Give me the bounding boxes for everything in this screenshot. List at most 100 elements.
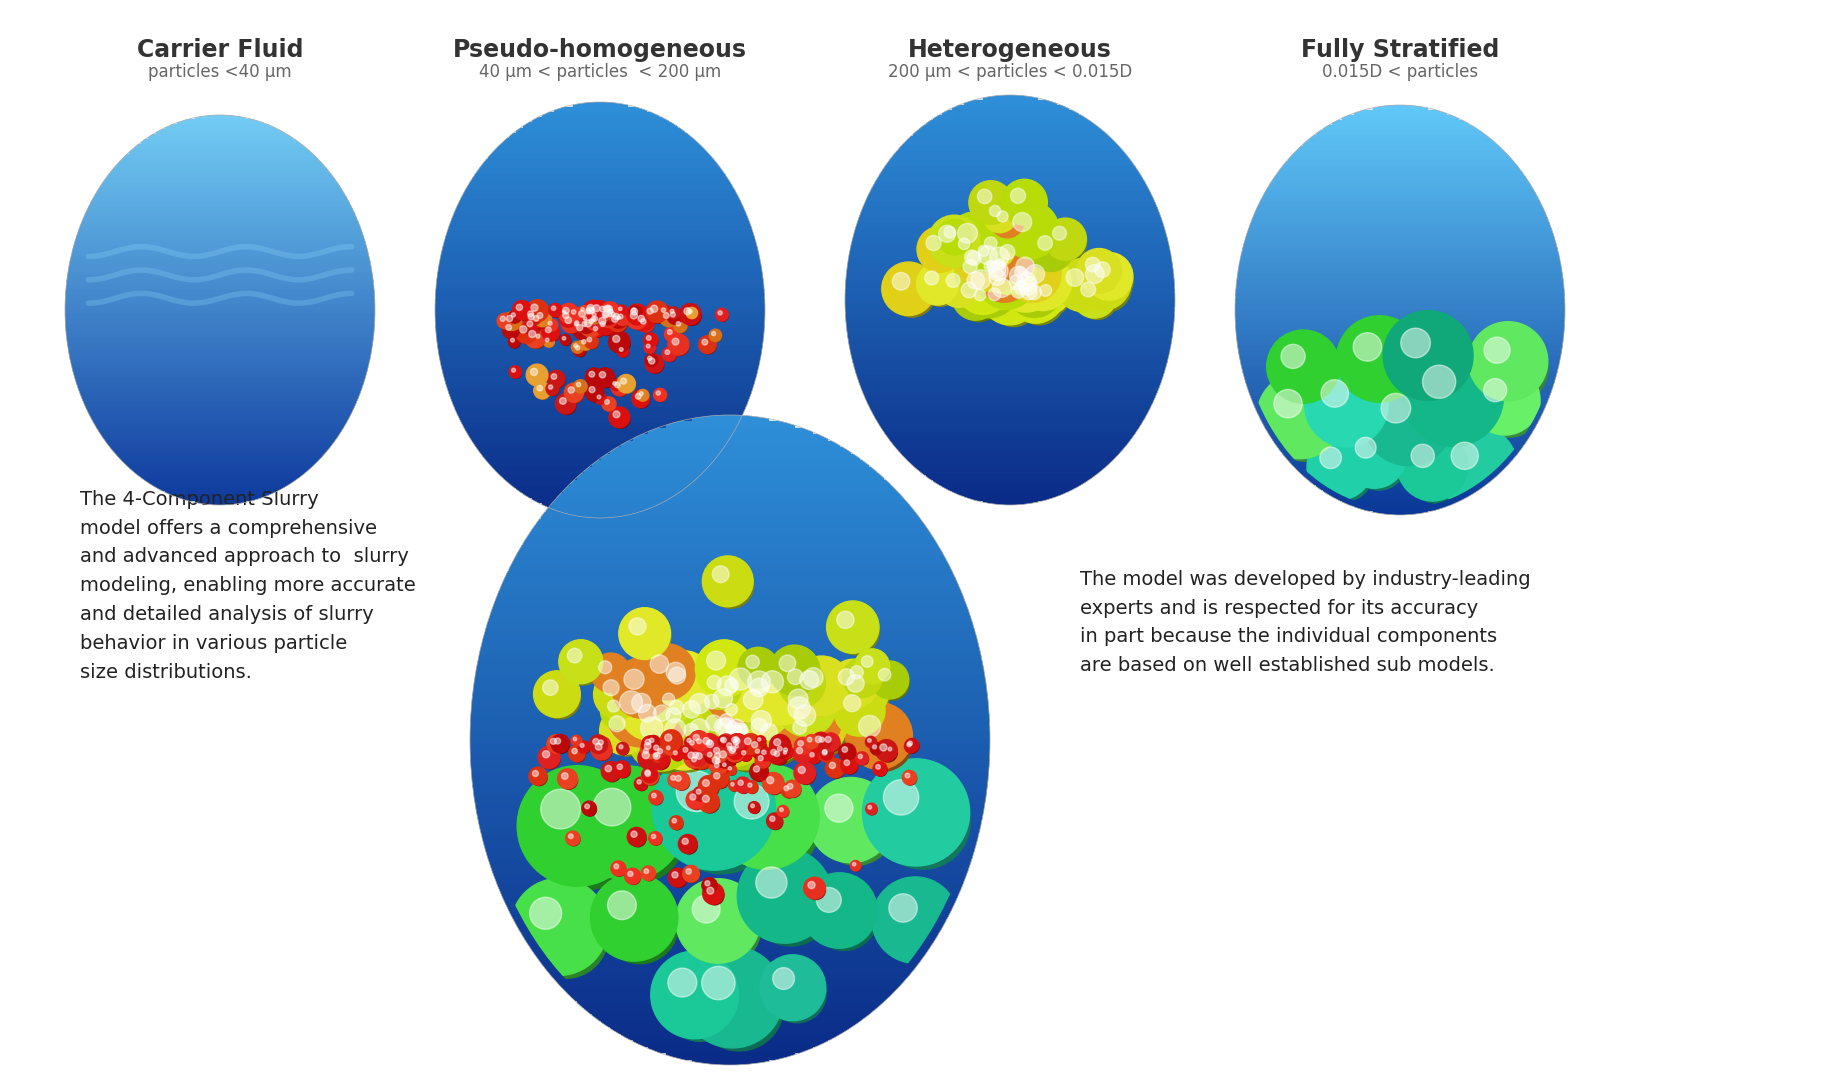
- Circle shape: [615, 764, 630, 778]
- Circle shape: [608, 313, 617, 322]
- Circle shape: [699, 733, 719, 754]
- Bar: [115, 450, 325, 456]
- Circle shape: [730, 721, 771, 761]
- Circle shape: [964, 249, 1002, 287]
- Circle shape: [641, 767, 657, 783]
- Circle shape: [971, 287, 1002, 319]
- Circle shape: [922, 269, 959, 307]
- Bar: [557, 492, 904, 499]
- Circle shape: [712, 756, 727, 770]
- Circle shape: [559, 309, 577, 327]
- Bar: [91, 198, 349, 203]
- Bar: [471, 785, 988, 792]
- Circle shape: [707, 675, 721, 689]
- Circle shape: [692, 895, 719, 923]
- Bar: [477, 661, 984, 669]
- Bar: [97, 188, 343, 193]
- Bar: [849, 346, 1170, 351]
- Bar: [119, 456, 321, 461]
- Circle shape: [862, 759, 970, 866]
- Circle shape: [743, 653, 778, 689]
- Bar: [71, 363, 369, 368]
- Bar: [497, 471, 703, 476]
- Bar: [519, 544, 940, 552]
- Bar: [851, 356, 1169, 362]
- Bar: [506, 570, 955, 578]
- Circle shape: [530, 767, 548, 785]
- Bar: [502, 138, 698, 144]
- Circle shape: [614, 411, 619, 418]
- Bar: [666, 1052, 794, 1058]
- Circle shape: [716, 308, 729, 321]
- Circle shape: [670, 312, 676, 318]
- Circle shape: [917, 227, 962, 272]
- Bar: [500, 583, 960, 591]
- Circle shape: [610, 312, 621, 323]
- Circle shape: [1483, 379, 1506, 402]
- Circle shape: [703, 795, 708, 802]
- Circle shape: [641, 866, 656, 880]
- Circle shape: [690, 730, 708, 750]
- Circle shape: [604, 699, 637, 730]
- Circle shape: [513, 300, 531, 320]
- Circle shape: [564, 316, 581, 334]
- Circle shape: [663, 347, 676, 361]
- Circle shape: [612, 335, 630, 353]
- Circle shape: [599, 372, 606, 378]
- Circle shape: [676, 879, 760, 963]
- Circle shape: [597, 739, 610, 753]
- Circle shape: [782, 745, 792, 758]
- Circle shape: [665, 350, 670, 354]
- Circle shape: [995, 259, 1006, 269]
- Circle shape: [1044, 218, 1086, 260]
- Circle shape: [902, 770, 917, 785]
- Circle shape: [595, 743, 603, 751]
- Bar: [455, 205, 745, 212]
- Bar: [918, 125, 1101, 131]
- Bar: [475, 669, 986, 675]
- Circle shape: [590, 319, 593, 324]
- Circle shape: [732, 740, 745, 753]
- Circle shape: [721, 676, 758, 714]
- Circle shape: [634, 311, 654, 332]
- Circle shape: [721, 738, 727, 743]
- Circle shape: [566, 386, 584, 403]
- Circle shape: [639, 391, 648, 402]
- Bar: [531, 525, 929, 532]
- Circle shape: [814, 737, 822, 743]
- Bar: [515, 127, 685, 133]
- Circle shape: [581, 339, 592, 350]
- Bar: [866, 197, 1156, 203]
- Bar: [77, 231, 363, 237]
- Circle shape: [590, 874, 677, 961]
- Bar: [1355, 110, 1446, 116]
- Circle shape: [796, 766, 816, 784]
- Bar: [124, 461, 316, 465]
- Circle shape: [984, 260, 995, 272]
- Bar: [889, 156, 1130, 162]
- Bar: [964, 495, 1055, 500]
- Circle shape: [630, 308, 643, 319]
- Circle shape: [703, 780, 708, 786]
- Circle shape: [1034, 278, 1068, 313]
- Bar: [469, 179, 732, 185]
- Circle shape: [699, 667, 741, 710]
- Circle shape: [822, 751, 827, 755]
- Bar: [502, 895, 957, 903]
- Circle shape: [584, 804, 590, 809]
- Bar: [1234, 325, 1565, 330]
- Bar: [1245, 232, 1554, 239]
- Circle shape: [758, 756, 763, 760]
- Circle shape: [750, 678, 769, 697]
- Circle shape: [694, 961, 783, 1051]
- Circle shape: [727, 766, 736, 775]
- Circle shape: [559, 397, 566, 404]
- Circle shape: [679, 835, 698, 853]
- Circle shape: [645, 739, 659, 754]
- Circle shape: [599, 306, 614, 321]
- Circle shape: [785, 713, 827, 754]
- Circle shape: [661, 692, 705, 735]
- Circle shape: [677, 681, 738, 743]
- Circle shape: [617, 375, 635, 393]
- Circle shape: [732, 738, 749, 753]
